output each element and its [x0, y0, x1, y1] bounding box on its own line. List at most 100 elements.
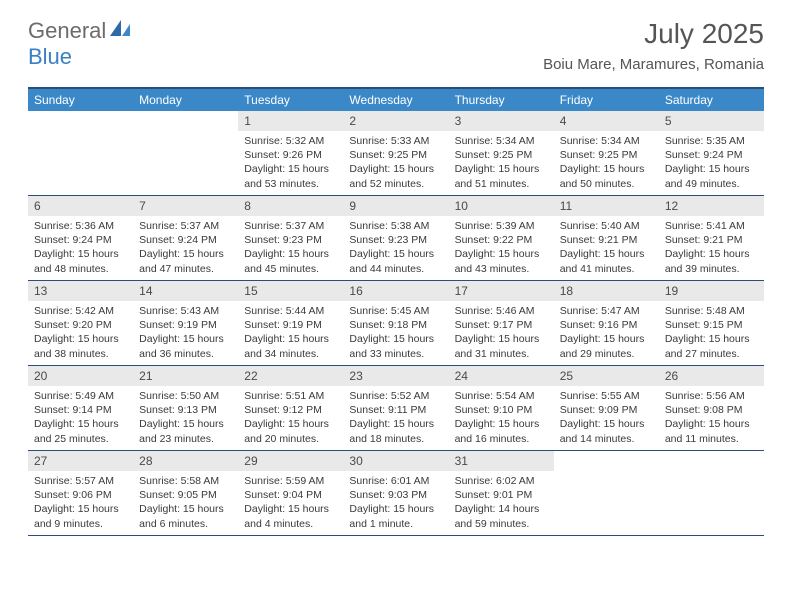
- sunrise-text: Sunrise: 5:33 AM: [349, 134, 442, 148]
- day-number: 2: [343, 111, 448, 131]
- daylight-text: Daylight: 15 hours and 31 minutes.: [455, 332, 548, 360]
- week-row: 20Sunrise: 5:49 AMSunset: 9:14 PMDayligh…: [28, 366, 764, 451]
- day-details: Sunrise: 5:34 AMSunset: 9:25 PMDaylight:…: [449, 131, 554, 195]
- sunset-text: Sunset: 9:17 PM: [455, 318, 548, 332]
- sunrise-text: Sunrise: 5:41 AM: [665, 219, 758, 233]
- calendar-cell: 30Sunrise: 6:01 AMSunset: 9:03 PMDayligh…: [343, 451, 448, 535]
- calendar-cell: 26Sunrise: 5:56 AMSunset: 9:08 PMDayligh…: [659, 366, 764, 450]
- logo-text-general: General: [28, 18, 106, 44]
- logo: General: [28, 18, 134, 44]
- day-details: Sunrise: 5:33 AMSunset: 9:25 PMDaylight:…: [343, 131, 448, 195]
- sunrise-text: Sunrise: 5:57 AM: [34, 474, 127, 488]
- sunset-text: Sunset: 9:16 PM: [560, 318, 653, 332]
- daylight-text: Daylight: 15 hours and 25 minutes.: [34, 417, 127, 445]
- day-number: 27: [28, 451, 133, 471]
- day-header: Saturday: [659, 89, 764, 111]
- calendar-cell: 9Sunrise: 5:38 AMSunset: 9:23 PMDaylight…: [343, 196, 448, 280]
- sunrise-text: Sunrise: 5:54 AM: [455, 389, 548, 403]
- day-number: 29: [238, 451, 343, 471]
- day-number: 21: [133, 366, 238, 386]
- day-number: 19: [659, 281, 764, 301]
- calendar-cell: [659, 451, 764, 535]
- sunrise-text: Sunrise: 5:45 AM: [349, 304, 442, 318]
- sunset-text: Sunset: 9:24 PM: [139, 233, 232, 247]
- day-number: 23: [343, 366, 448, 386]
- day-number: 11: [554, 196, 659, 216]
- day-number: 17: [449, 281, 554, 301]
- daylight-text: Daylight: 15 hours and 41 minutes.: [560, 247, 653, 275]
- day-details: Sunrise: 5:51 AMSunset: 9:12 PMDaylight:…: [238, 386, 343, 450]
- day-details: Sunrise: 5:42 AMSunset: 9:20 PMDaylight:…: [28, 301, 133, 365]
- daylight-text: Daylight: 15 hours and 6 minutes.: [139, 502, 232, 530]
- sunrise-text: Sunrise: 5:34 AM: [560, 134, 653, 148]
- day-number: 3: [449, 111, 554, 131]
- day-number: 8: [238, 196, 343, 216]
- calendar-cell: 13Sunrise: 5:42 AMSunset: 9:20 PMDayligh…: [28, 281, 133, 365]
- sunrise-text: Sunrise: 5:37 AM: [139, 219, 232, 233]
- day-details: Sunrise: 5:56 AMSunset: 9:08 PMDaylight:…: [659, 386, 764, 450]
- sunrise-text: Sunrise: 5:40 AM: [560, 219, 653, 233]
- day-number: [554, 451, 659, 457]
- sunset-text: Sunset: 9:01 PM: [455, 488, 548, 502]
- day-header: Monday: [133, 89, 238, 111]
- sunrise-text: Sunrise: 5:49 AM: [34, 389, 127, 403]
- sunset-text: Sunset: 9:04 PM: [244, 488, 337, 502]
- day-number: 4: [554, 111, 659, 131]
- sunrise-text: Sunrise: 5:56 AM: [665, 389, 758, 403]
- daylight-text: Daylight: 15 hours and 9 minutes.: [34, 502, 127, 530]
- day-number: 25: [554, 366, 659, 386]
- calendar-cell: 18Sunrise: 5:47 AMSunset: 9:16 PMDayligh…: [554, 281, 659, 365]
- sunrise-text: Sunrise: 5:48 AM: [665, 304, 758, 318]
- sunset-text: Sunset: 9:11 PM: [349, 403, 442, 417]
- sunrise-text: Sunrise: 5:38 AM: [349, 219, 442, 233]
- day-details: Sunrise: 5:55 AMSunset: 9:09 PMDaylight:…: [554, 386, 659, 450]
- daylight-text: Daylight: 15 hours and 38 minutes.: [34, 332, 127, 360]
- day-number: 22: [238, 366, 343, 386]
- daylight-text: Daylight: 15 hours and 34 minutes.: [244, 332, 337, 360]
- sunset-text: Sunset: 9:21 PM: [665, 233, 758, 247]
- day-number: 20: [28, 366, 133, 386]
- sunset-text: Sunset: 9:05 PM: [139, 488, 232, 502]
- day-number: 12: [659, 196, 764, 216]
- day-details: Sunrise: 5:58 AMSunset: 9:05 PMDaylight:…: [133, 471, 238, 535]
- sunrise-text: Sunrise: 5:37 AM: [244, 219, 337, 233]
- calendar-cell: 6Sunrise: 5:36 AMSunset: 9:24 PMDaylight…: [28, 196, 133, 280]
- daylight-text: Daylight: 15 hours and 4 minutes.: [244, 502, 337, 530]
- sunset-text: Sunset: 9:19 PM: [139, 318, 232, 332]
- logo-text-blue: Blue: [28, 44, 72, 69]
- day-number: 10: [449, 196, 554, 216]
- sunset-text: Sunset: 9:25 PM: [560, 148, 653, 162]
- sunset-text: Sunset: 9:24 PM: [665, 148, 758, 162]
- day-number: 26: [659, 366, 764, 386]
- daylight-text: Daylight: 15 hours and 51 minutes.: [455, 162, 548, 190]
- sunset-text: Sunset: 9:19 PM: [244, 318, 337, 332]
- day-details: Sunrise: 6:02 AMSunset: 9:01 PMDaylight:…: [449, 471, 554, 535]
- calendar-cell: [554, 451, 659, 535]
- sunset-text: Sunset: 9:21 PM: [560, 233, 653, 247]
- day-details: Sunrise: 5:32 AMSunset: 9:26 PMDaylight:…: [238, 131, 343, 195]
- calendar-cell: 1Sunrise: 5:32 AMSunset: 9:26 PMDaylight…: [238, 111, 343, 195]
- calendar: Sunday Monday Tuesday Wednesday Thursday…: [28, 87, 764, 536]
- calendar-cell: 14Sunrise: 5:43 AMSunset: 9:19 PMDayligh…: [133, 281, 238, 365]
- daylight-text: Daylight: 15 hours and 53 minutes.: [244, 162, 337, 190]
- day-details: Sunrise: 5:54 AMSunset: 9:10 PMDaylight:…: [449, 386, 554, 450]
- day-number: 5: [659, 111, 764, 131]
- calendar-cell: 27Sunrise: 5:57 AMSunset: 9:06 PMDayligh…: [28, 451, 133, 535]
- day-details: Sunrise: 5:35 AMSunset: 9:24 PMDaylight:…: [659, 131, 764, 195]
- day-number: 1: [238, 111, 343, 131]
- sunset-text: Sunset: 9:23 PM: [349, 233, 442, 247]
- title-block: July 2025 Boiu Mare, Maramures, Romania: [543, 18, 764, 73]
- calendar-cell: 31Sunrise: 6:02 AMSunset: 9:01 PMDayligh…: [449, 451, 554, 535]
- sunset-text: Sunset: 9:08 PM: [665, 403, 758, 417]
- day-number: 6: [28, 196, 133, 216]
- daylight-text: Daylight: 15 hours and 14 minutes.: [560, 417, 653, 445]
- day-number: 7: [133, 196, 238, 216]
- daylight-text: Daylight: 15 hours and 48 minutes.: [34, 247, 127, 275]
- sunrise-text: Sunrise: 5:58 AM: [139, 474, 232, 488]
- calendar-cell: 21Sunrise: 5:50 AMSunset: 9:13 PMDayligh…: [133, 366, 238, 450]
- daylight-text: Daylight: 15 hours and 49 minutes.: [665, 162, 758, 190]
- day-number: 14: [133, 281, 238, 301]
- daylight-text: Daylight: 15 hours and 23 minutes.: [139, 417, 232, 445]
- location-label: Boiu Mare, Maramures, Romania: [543, 56, 764, 73]
- daylight-text: Daylight: 15 hours and 36 minutes.: [139, 332, 232, 360]
